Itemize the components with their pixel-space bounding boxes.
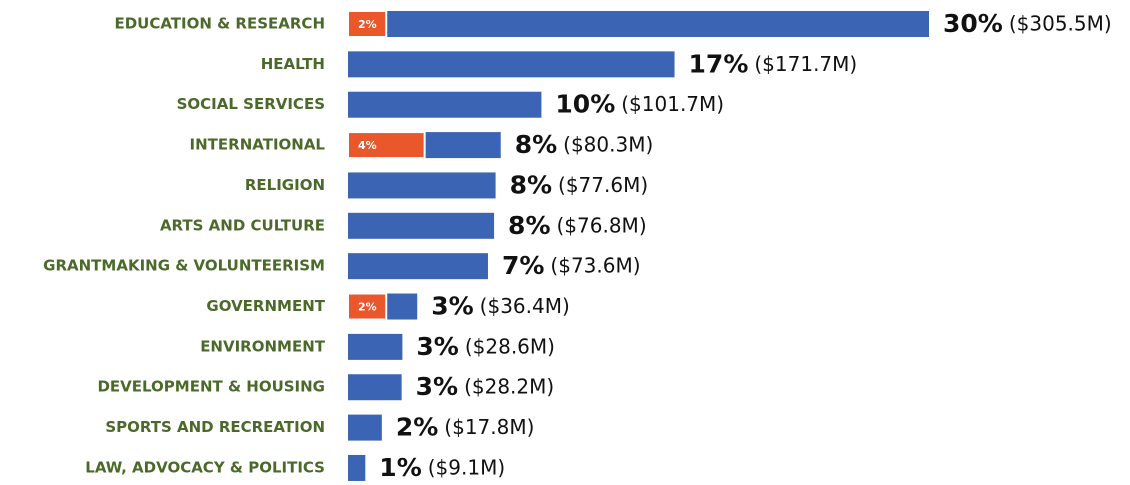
share-label: 8%: [515, 130, 557, 159]
value-label: ($305.5M): [1009, 12, 1112, 36]
share-label: 1%: [379, 453, 421, 482]
category-label: ENVIRONMENT: [200, 337, 326, 355]
category-label: SOCIAL SERVICES: [177, 95, 325, 113]
highlight-bar: [347, 292, 388, 321]
share-label: 3%: [416, 372, 458, 401]
share-label: 3%: [431, 292, 473, 321]
value-label: ($9.1M): [428, 455, 505, 479]
category-label: HEALTH: [261, 55, 325, 73]
bar: [348, 11, 929, 37]
category-label: ARTS AND CULTURE: [160, 216, 325, 234]
category-label: DEVELOPMENT & HOUSING: [97, 378, 325, 396]
value-label: ($28.6M): [465, 334, 555, 358]
value-label: ($28.2M): [464, 375, 554, 399]
value-label: ($77.6M): [558, 173, 648, 197]
category-label: SPORTS AND RECREATION: [105, 418, 325, 436]
value-label: ($73.6M): [550, 254, 640, 278]
category-label: EDUCATION & RESEARCH: [114, 15, 325, 33]
bar: [348, 333, 403, 360]
bar: [348, 374, 402, 401]
bar: [348, 51, 675, 78]
share-label: 8%: [508, 211, 550, 240]
category-label: INTERNATIONAL: [190, 136, 326, 154]
share-label: 2%: [396, 413, 438, 442]
highlight-label: 4%: [358, 139, 377, 152]
category-label: GRANTMAKING & VOLUNTEERISM: [43, 257, 325, 275]
bar: [348, 253, 488, 280]
bar: [348, 91, 542, 118]
highlight-label: 2%: [358, 301, 377, 314]
highlight-bar: [347, 10, 388, 38]
bar: [348, 454, 366, 481]
value-label: ($76.8M): [557, 213, 647, 237]
category-label: RELIGION: [245, 176, 325, 194]
share-label: 7%: [502, 251, 544, 280]
bar: [348, 212, 495, 239]
share-label: 30%: [943, 9, 1003, 38]
highlight-bar: [347, 131, 426, 160]
share-label: 10%: [555, 90, 615, 119]
bar: [348, 172, 496, 199]
bar: [348, 414, 382, 441]
share-label: 8%: [510, 170, 552, 199]
share-label: 3%: [416, 332, 458, 361]
value-label: ($36.4M): [480, 294, 570, 318]
value-label: ($80.3M): [563, 133, 653, 157]
category-label: LAW, ADVOCACY & POLITICS: [85, 458, 325, 476]
category-label: GOVERNMENT: [206, 297, 325, 315]
share-label: 17%: [689, 49, 749, 78]
value-label: ($101.7M): [621, 92, 724, 116]
value-label: ($17.8M): [444, 415, 534, 439]
highlight-label: 2%: [358, 18, 377, 31]
value-label: ($171.7M): [754, 52, 857, 76]
